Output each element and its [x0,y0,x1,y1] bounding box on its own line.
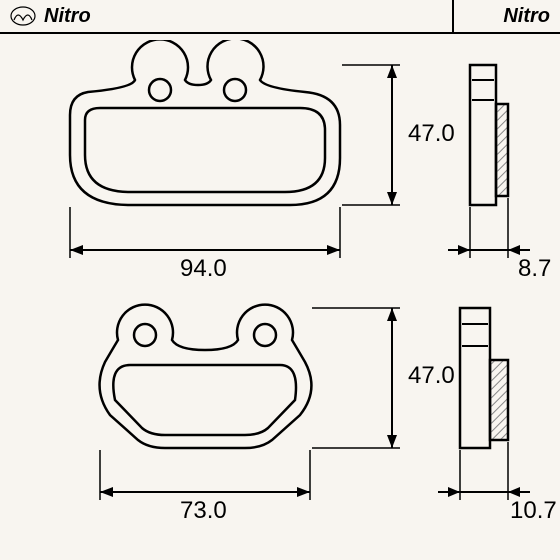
dim-pad1-height [342,65,400,205]
dim-pad1-height-label: 47.0 [408,120,455,148]
dim-pad1-thickness [448,198,530,258]
brand-name-right: Nitro [503,5,550,28]
dim-pad2-thickness [438,442,530,500]
header-divider [452,0,454,34]
dim-pad2-width-label: 73.0 [180,497,227,525]
pad2-side [460,308,508,448]
dim-pad1-width-label: 94.0 [180,255,227,283]
brand-logo-icon [10,6,36,26]
brand-name-left: Nitro [44,5,91,28]
pad1-side [470,65,508,205]
dim-pad1-thickness-label: 8.7 [518,255,551,283]
dim-pad2-height [312,308,400,448]
pad2-front [100,305,312,448]
header: Nitro Nitro [0,0,560,34]
technical-drawing [0,40,560,560]
pad1-front [70,40,340,205]
dim-pad2-height-label: 47.0 [408,362,455,390]
dim-pad1-width [70,207,340,258]
dim-pad2-width [100,450,310,500]
dim-pad2-thickness-label: 10.7 [510,497,557,525]
